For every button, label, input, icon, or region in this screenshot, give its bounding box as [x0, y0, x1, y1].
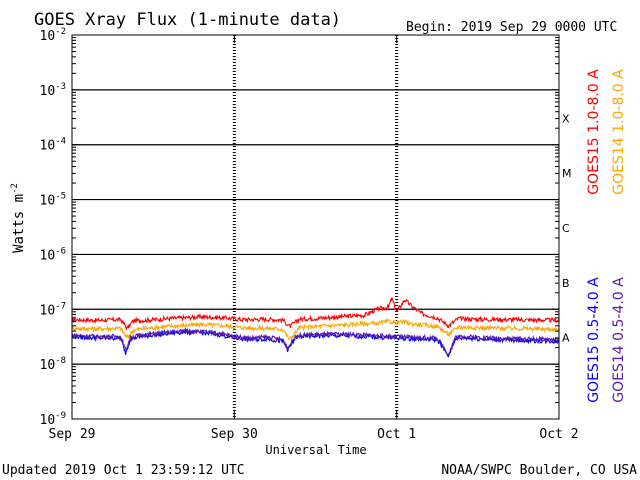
y-tick-label: 10-4 [40, 137, 67, 154]
series-line-1 [71, 317, 560, 341]
flare-class-label: C [562, 222, 570, 235]
series-line-3 [71, 327, 560, 356]
y-tick-base: 10 [40, 84, 56, 99]
flare-class-label: A [562, 332, 570, 345]
x-tick-label: Sep 29 [49, 427, 96, 442]
y-tick-base: 10 [40, 29, 56, 44]
chart-title: GOES Xray Flux (1-minute data) [34, 10, 341, 30]
x-tick-label: Sep 30 [211, 427, 258, 442]
y-tick-label: 10-5 [40, 192, 67, 209]
y-tick-label: 10-2 [40, 27, 67, 44]
y-tick-exp: -2 [55, 27, 66, 37]
y-axis-label: Watts m-2 [10, 183, 27, 253]
legend-entry: GOES14 0.5-4.0 A [611, 277, 627, 403]
flare-class-label: M [562, 167, 572, 180]
y-tick-label: 10-3 [40, 82, 67, 99]
y-tick-exp: -6 [55, 246, 66, 256]
updated-timestamp: Updated 2019 Oct 1 23:59:12 UTC [2, 463, 245, 478]
legend-entry: GOES15 1.0-8.0 A [586, 69, 602, 195]
y-tick-base: 10 [40, 248, 56, 263]
series-layer [71, 297, 560, 358]
y-tick-label: 10-7 [40, 301, 67, 318]
legend-entry: GOES15 0.5-4.0 A [586, 277, 602, 403]
legend-entry: GOES14 1.0-8.0 A [611, 69, 627, 195]
y-tick-base: 10 [40, 194, 56, 209]
y-tick-exp: -3 [55, 82, 66, 92]
y-tick-exp: -5 [55, 192, 66, 202]
flare-class-label: X [562, 112, 570, 125]
begin-label: Begin: 2019 Sep 29 0000 UTC [406, 20, 617, 35]
credit-text: NOAA/SWPC Boulder, CO USA [441, 463, 637, 478]
series-line-0 [71, 297, 560, 331]
y-axis-label-text: Watts m [11, 194, 27, 253]
y-tick-exp: -7 [55, 301, 66, 311]
legend: GOES15 1.0-8.0 A GOES14 1.0-8.0 A GOES15 0… [586, 69, 627, 403]
y-tick-label: 10-6 [40, 246, 67, 263]
y-axis-label-exp: -2 [10, 183, 20, 194]
grid-layer [72, 35, 559, 419]
x-tick-label: Oct 1 [377, 427, 416, 442]
y-tick-label: 10-9 [40, 411, 67, 428]
flare-class-label: B [562, 277, 570, 290]
y-tick-label: 10-8 [40, 356, 67, 373]
plot-frame [71, 34, 560, 420]
y-tick-base: 10 [40, 303, 56, 318]
y-tick-base: 10 [40, 413, 56, 428]
y-tick-exp: -9 [55, 411, 66, 421]
y-tick-base: 10 [40, 358, 56, 373]
y-tick-exp: -8 [55, 356, 66, 366]
x-axis-label: Universal Time [265, 443, 366, 457]
x-tick-label: Oct 2 [539, 427, 578, 442]
y-tick-exp: -4 [55, 137, 66, 147]
y-tick-base: 10 [40, 139, 56, 154]
